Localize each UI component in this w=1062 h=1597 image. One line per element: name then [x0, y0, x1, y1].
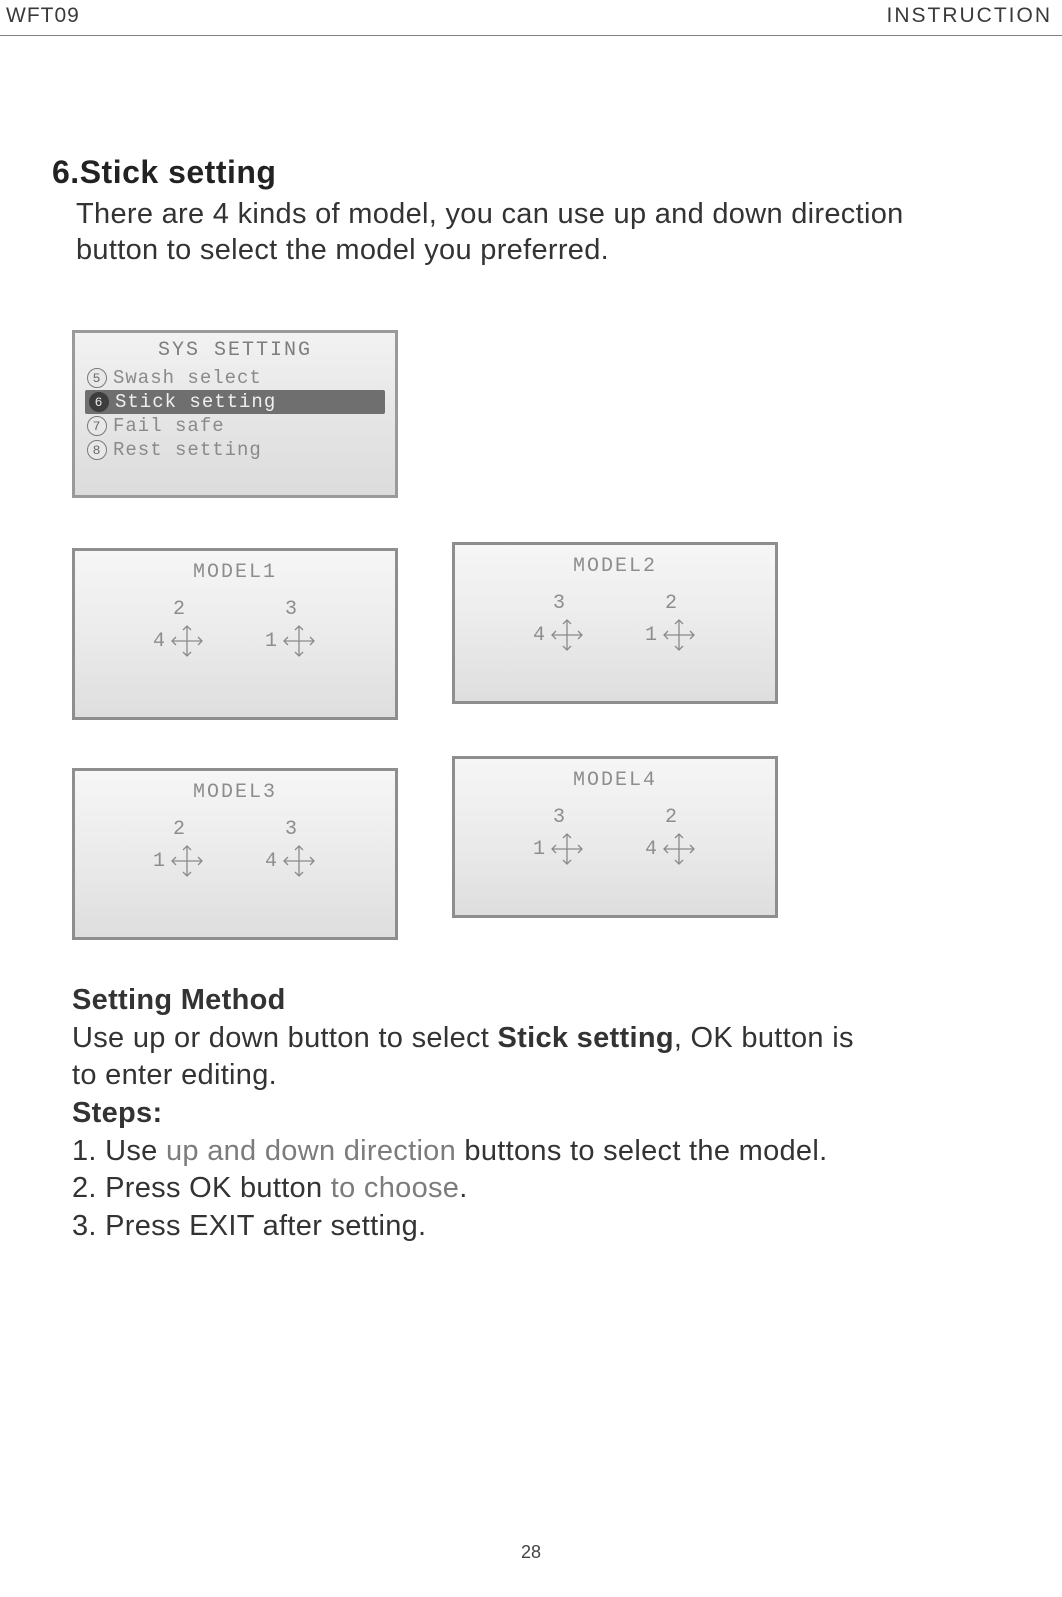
- left-stick: 3 4: [533, 592, 585, 653]
- cross-icon: [281, 623, 317, 659]
- stick-side-number: 4: [265, 850, 277, 873]
- model-title: MODEL2: [455, 545, 775, 578]
- stick-side-number: 1: [153, 850, 165, 873]
- model2-panel: MODEL2 3 4 2 1: [452, 542, 778, 704]
- menu-item-label: Rest setting: [113, 439, 262, 461]
- intro-line-2: button to select the model you preferred…: [76, 234, 609, 266]
- step1c: buttons to select the model.: [456, 1135, 827, 1167]
- cross-icon: [169, 623, 205, 659]
- stick-row: 4: [533, 617, 585, 653]
- menu-item-swash-select: 5 Swash select: [79, 366, 391, 390]
- right-stick: 2 4: [645, 806, 697, 867]
- model3-panel: MODEL3 2 1 3 4: [72, 768, 398, 940]
- stick-row: 4: [645, 831, 697, 867]
- menu-title: SYS SETTING: [79, 339, 391, 362]
- step1b: up and down direction: [166, 1135, 456, 1167]
- stick-top-number: 2: [665, 806, 677, 829]
- cross-icon: [549, 617, 585, 653]
- right-stick: 2 1: [645, 592, 697, 653]
- cross-icon: [661, 617, 697, 653]
- model-sticks: 2 4 3 1: [75, 598, 395, 659]
- menu-item-stick-setting: 6 Stick setting: [85, 390, 385, 414]
- menu-item-number: 6: [89, 392, 109, 412]
- stick-row: 1: [645, 617, 697, 653]
- stick-top-number: 2: [173, 818, 185, 841]
- method-line2: to enter editing.: [72, 1059, 277, 1091]
- stick-side-number: 4: [153, 630, 165, 653]
- stick-row: 1: [153, 843, 205, 879]
- header-doc-type: INSTRUCTION: [887, 4, 1053, 28]
- section-intro: There are 4 kinds of model, you can use …: [76, 196, 1062, 269]
- step2a: 2. Press OK button: [72, 1172, 331, 1204]
- model-sticks: 3 4 2 1: [455, 592, 775, 653]
- cross-icon: [661, 831, 697, 867]
- step3: 3. Press EXIT after setting.: [72, 1210, 426, 1242]
- cross-icon: [549, 831, 585, 867]
- step2c: .: [459, 1172, 467, 1204]
- stick-top-number: 3: [285, 598, 297, 621]
- intro-line-1: There are 4 kinds of model, you can use …: [76, 198, 904, 230]
- stick-side-number: 1: [645, 624, 657, 647]
- stick-top-number: 2: [665, 592, 677, 615]
- menu-item-number: 5: [87, 368, 107, 388]
- step2b: to choose: [331, 1172, 459, 1204]
- step1a: 1. Use: [72, 1135, 166, 1167]
- right-stick: 3 1: [265, 598, 317, 659]
- model1-panel: MODEL1 2 4 3 1: [72, 548, 398, 720]
- setting-method-block: Setting Method Use up or down button to …: [72, 982, 1022, 1246]
- method-line1a: Use up or down button to select: [72, 1022, 498, 1054]
- page: WFT09 INSTRUCTION 6.Stick setting There …: [0, 0, 1062, 1597]
- menu-item-label: Stick setting: [115, 391, 276, 413]
- stick-side-number: 4: [533, 624, 545, 647]
- stick-side-number: 1: [533, 838, 545, 861]
- model4-panel: MODEL4 3 1 2 4: [452, 756, 778, 918]
- left-stick: 2 4: [153, 598, 205, 659]
- model-sticks: 2 1 3 4: [75, 818, 395, 879]
- menu-item-label: Fail safe: [113, 415, 225, 437]
- stick-row: 4: [265, 843, 317, 879]
- stick-top-number: 3: [553, 806, 565, 829]
- left-stick: 2 1: [153, 818, 205, 879]
- stick-top-number: 3: [285, 818, 297, 841]
- header-model-code: WFT09: [6, 4, 80, 28]
- left-stick: 3 1: [533, 806, 585, 867]
- model-sticks: 3 1 2 4: [455, 806, 775, 867]
- stick-row: 1: [265, 623, 317, 659]
- stick-row: 1: [533, 831, 585, 867]
- setting-method-heading: Setting Method: [72, 984, 286, 1016]
- method-line1b: Stick setting: [498, 1022, 674, 1054]
- stick-side-number: 4: [645, 838, 657, 861]
- menu-inner: SYS SETTING 5 Swash select 6 Stick setti…: [75, 333, 395, 466]
- stick-row: 4: [153, 623, 205, 659]
- section-title: 6.Stick setting: [52, 154, 276, 191]
- menu-item-fail-safe: 7 Fail safe: [79, 414, 391, 438]
- model-title: MODEL4: [455, 759, 775, 792]
- sys-setting-menu-screenshot: SYS SETTING 5 Swash select 6 Stick setti…: [72, 330, 398, 498]
- menu-item-rest-setting: 8 Rest setting: [79, 438, 391, 462]
- menu-item-number: 8: [87, 440, 107, 460]
- method-line1c: , OK button is: [674, 1022, 854, 1054]
- menu-item-label: Swash select: [113, 367, 262, 389]
- model-title: MODEL3: [75, 771, 395, 804]
- stick-side-number: 1: [265, 630, 277, 653]
- steps-label: Steps:: [72, 1097, 162, 1129]
- page-header: WFT09 INSTRUCTION: [0, 2, 1062, 36]
- cross-icon: [281, 843, 317, 879]
- model-title: MODEL1: [75, 551, 395, 584]
- menu-item-number: 7: [87, 416, 107, 436]
- stick-top-number: 2: [173, 598, 185, 621]
- cross-icon: [169, 843, 205, 879]
- right-stick: 3 4: [265, 818, 317, 879]
- page-number: 28: [0, 1542, 1062, 1563]
- stick-top-number: 3: [553, 592, 565, 615]
